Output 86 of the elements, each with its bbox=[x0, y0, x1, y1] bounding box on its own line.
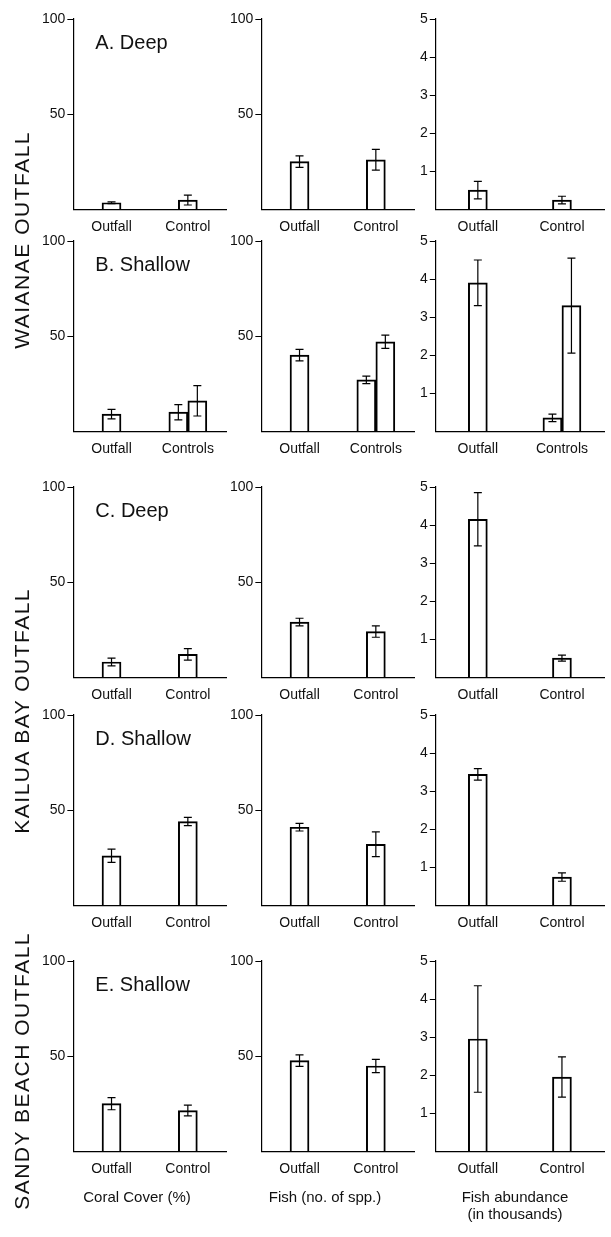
y-tick-label: 50 bbox=[237, 326, 254, 343]
x-tick-label: Control bbox=[539, 1160, 585, 1177]
y-tick-label: 5 bbox=[419, 705, 428, 722]
y-tick-label: 50 bbox=[49, 104, 66, 121]
y-tick-label: 4 bbox=[419, 989, 428, 1006]
y-axis-title: SANDY BEACH OUTFALL bbox=[10, 931, 34, 1210]
y-tick-label: 100 bbox=[230, 705, 254, 722]
x-tick-label: Control bbox=[353, 1160, 399, 1177]
y-tick-label: 5 bbox=[419, 477, 428, 494]
x-tick-label: Control bbox=[353, 686, 399, 703]
y-tick-label: 3 bbox=[419, 1027, 428, 1044]
y-tick-label: 50 bbox=[237, 572, 254, 589]
y-tick-label: 2 bbox=[419, 123, 428, 140]
y-tick-label: 4 bbox=[419, 47, 428, 64]
x-tick-label: Control bbox=[539, 218, 585, 235]
y-tick-label: 5 bbox=[419, 9, 428, 26]
y-tick-label: 5 bbox=[419, 231, 428, 248]
x-axis-title: Fish (no. of spp.) bbox=[267, 1188, 383, 1205]
y-tick-label: 100 bbox=[230, 231, 254, 248]
x-tick-label: Outfall bbox=[279, 440, 320, 457]
y-tick-label: 1 bbox=[419, 1104, 428, 1121]
y-tick-label: 3 bbox=[419, 781, 428, 798]
y-tick-label: 50 bbox=[49, 326, 66, 343]
y-tick-label: 2 bbox=[419, 819, 428, 836]
y-tick-label: 50 bbox=[49, 800, 66, 817]
y-tick-label: 100 bbox=[42, 951, 66, 968]
x-tick-label: Control bbox=[165, 914, 211, 931]
y-tick-label: 50 bbox=[237, 800, 254, 817]
y-tick-label: 100 bbox=[42, 705, 66, 722]
y-tick-label: 3 bbox=[419, 307, 428, 324]
y-tick-label: 100 bbox=[42, 231, 66, 248]
y-tick-label: 100 bbox=[230, 9, 254, 26]
x-tick-label: Control bbox=[353, 218, 399, 235]
y-axis-title: WAIANAE OUTFALL bbox=[10, 130, 34, 349]
y-tick-label: 2 bbox=[419, 1065, 428, 1082]
x-tick-label: Control bbox=[165, 1160, 211, 1177]
y-axis-title: KAILUA BAY OUTFALL bbox=[10, 587, 34, 834]
x-tick-label: Outfall bbox=[91, 1160, 132, 1177]
y-tick-label: 100 bbox=[230, 477, 254, 494]
y-tick-label: 4 bbox=[419, 743, 428, 760]
x-tick-label: Outfall bbox=[279, 218, 320, 235]
x-tick-label: Outfall bbox=[457, 440, 499, 457]
x-tick-label: Controls bbox=[349, 440, 402, 457]
x-tick-label: Controls bbox=[161, 440, 214, 457]
x-tick-label: Outfall bbox=[91, 440, 132, 457]
x-tick-label: Control bbox=[165, 218, 211, 235]
x-tick-label: Outfall bbox=[91, 914, 132, 931]
x-tick-label: Outfall bbox=[457, 1160, 499, 1177]
y-tick-label: 4 bbox=[419, 515, 428, 532]
y-tick-label: 1 bbox=[419, 858, 428, 875]
y-tick-label: 100 bbox=[42, 477, 66, 494]
x-tick-label: Outfall bbox=[279, 914, 320, 931]
text: B. Shallow bbox=[95, 252, 191, 275]
text: A. Deep bbox=[95, 30, 168, 53]
x-tick-label: Outfall bbox=[279, 686, 320, 703]
x-tick-label: Outfall bbox=[457, 686, 499, 703]
y-tick-label: 1 bbox=[419, 630, 428, 647]
x-axis-title: Coral Cover (%) bbox=[82, 1188, 192, 1205]
y-tick-label: 1 bbox=[419, 162, 428, 179]
y-tick-label: 50 bbox=[49, 572, 66, 589]
text: C. Deep bbox=[95, 498, 169, 521]
y-tick-label: 5 bbox=[419, 951, 428, 968]
y-tick-label: 3 bbox=[419, 85, 428, 102]
y-tick-label: 50 bbox=[49, 1046, 66, 1063]
x-axis-title: Fish abundance (in thousands) bbox=[460, 1188, 570, 1222]
y-tick-label: 2 bbox=[419, 345, 428, 362]
y-tick-label: 2 bbox=[419, 591, 428, 608]
x-tick-label: Control bbox=[353, 914, 399, 931]
y-tick-label: 1 bbox=[419, 384, 428, 401]
y-tick-label: 3 bbox=[419, 553, 428, 570]
x-tick-label: Outfall bbox=[457, 218, 499, 235]
text: D. Shallow bbox=[95, 726, 192, 749]
x-tick-label: Outfall bbox=[457, 914, 499, 931]
x-tick-label: Control bbox=[165, 686, 211, 703]
x-tick-label: Outfall bbox=[91, 686, 132, 703]
y-tick-label: 100 bbox=[42, 9, 66, 26]
text: E. Shallow bbox=[95, 972, 191, 995]
x-tick-label: Outfall bbox=[279, 1160, 320, 1177]
x-tick-label: Control bbox=[539, 686, 585, 703]
y-tick-label: 50 bbox=[237, 1046, 254, 1063]
x-tick-label: Controls bbox=[535, 440, 589, 457]
y-tick-label: 4 bbox=[419, 269, 428, 286]
x-tick-label: Control bbox=[539, 914, 585, 931]
x-tick-label: Outfall bbox=[91, 218, 132, 235]
y-tick-label: 100 bbox=[230, 951, 254, 968]
y-tick-label: 50 bbox=[237, 104, 254, 121]
